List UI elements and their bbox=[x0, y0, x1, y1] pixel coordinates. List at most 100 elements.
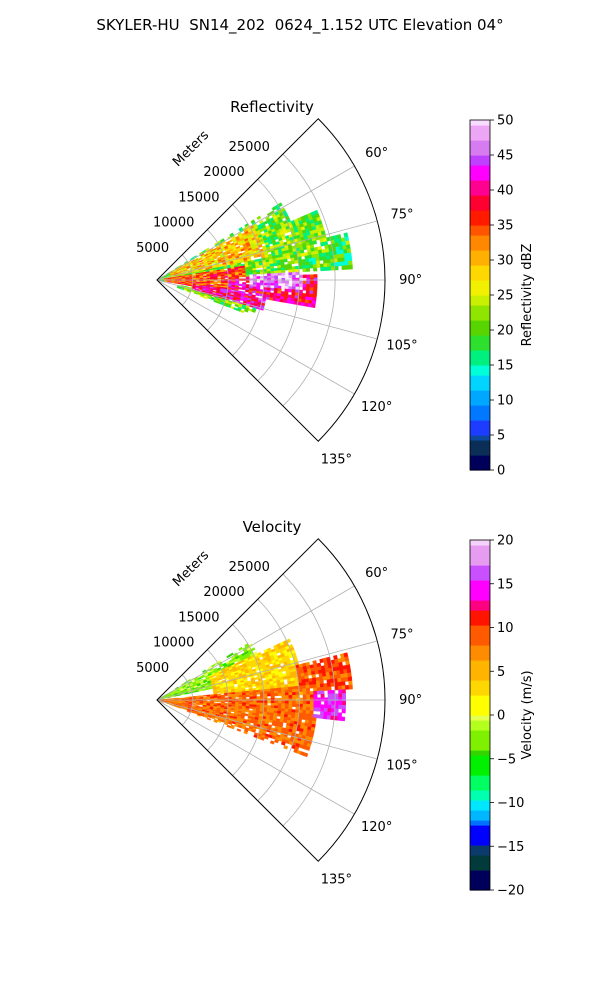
echo-gate bbox=[347, 252, 352, 258]
echo-gate bbox=[285, 700, 289, 704]
echo-gate bbox=[313, 280, 318, 285]
echo-gate bbox=[263, 695, 268, 699]
colorbar-segment bbox=[470, 840, 490, 846]
echo-gate bbox=[270, 695, 275, 699]
echo-gate bbox=[288, 286, 293, 290]
echo-gate bbox=[304, 678, 310, 683]
colorbar-segment bbox=[470, 305, 490, 311]
echo-gate bbox=[288, 288, 293, 293]
echo-gate bbox=[284, 703, 290, 707]
colorbar-label: Reflectivity dBZ bbox=[520, 244, 535, 347]
colorbar-segment bbox=[470, 885, 490, 891]
echo-gate bbox=[250, 720, 255, 724]
echo-gate bbox=[309, 710, 314, 715]
echo-gate bbox=[245, 280, 250, 283]
echo-gate bbox=[345, 664, 351, 670]
echo-gate bbox=[299, 280, 304, 285]
echo-gate bbox=[201, 688, 207, 691]
echo-gate bbox=[252, 276, 257, 279]
echo-gate bbox=[306, 691, 311, 696]
echo-gate bbox=[327, 690, 332, 695]
colorbar-segment bbox=[470, 420, 490, 426]
echo-gate bbox=[327, 704, 332, 709]
echo-gate bbox=[316, 700, 322, 705]
echo-gate bbox=[302, 268, 307, 273]
echo-gate bbox=[341, 689, 346, 694]
echo-gate bbox=[260, 700, 265, 704]
echo-gate bbox=[309, 264, 314, 269]
colorbar-segment bbox=[470, 460, 490, 466]
echo-gate bbox=[306, 280, 311, 285]
echo-gate bbox=[338, 704, 343, 710]
echo-gate bbox=[341, 708, 346, 714]
colorbar-segment bbox=[470, 185, 490, 191]
colorbar-segment bbox=[470, 320, 490, 326]
colorbar-segment bbox=[470, 250, 490, 256]
echo-gate bbox=[346, 248, 352, 254]
echo-gate bbox=[244, 684, 249, 688]
echo-gate bbox=[302, 700, 307, 705]
echo-gate bbox=[270, 700, 275, 704]
echo-gate bbox=[238, 694, 243, 698]
colorbar-segment bbox=[470, 665, 490, 671]
radial-tick-label: 15000 bbox=[178, 190, 219, 205]
echo-gate bbox=[326, 262, 332, 268]
echo-gate bbox=[346, 668, 352, 674]
colorbar-segment bbox=[470, 630, 490, 636]
radial-tick-label: 10000 bbox=[153, 636, 194, 651]
colorbar-segment bbox=[470, 645, 490, 651]
echo-gate bbox=[242, 696, 247, 700]
colorbar-segment bbox=[470, 715, 490, 721]
echo-gate bbox=[295, 697, 300, 702]
colorbar-segment bbox=[470, 245, 490, 251]
colorbar-segment bbox=[470, 650, 490, 656]
echo-gate bbox=[327, 697, 332, 702]
echo-gate bbox=[270, 693, 275, 697]
colorbar-segment bbox=[470, 700, 490, 706]
echo-gate bbox=[274, 705, 279, 709]
colorbar-segment bbox=[470, 255, 490, 261]
echo-gate bbox=[327, 693, 332, 698]
angular-tick-label: 120° bbox=[361, 400, 392, 415]
panel-title: Velocity bbox=[243, 518, 302, 536]
echo-gate bbox=[338, 697, 343, 702]
echo-gate bbox=[264, 735, 269, 740]
colorbar-segment bbox=[470, 735, 490, 741]
echo-gate bbox=[245, 702, 250, 705]
colorbar-segment bbox=[470, 195, 490, 201]
colorbar-segment bbox=[470, 280, 490, 286]
echo-gate bbox=[242, 274, 247, 278]
echo-gate bbox=[259, 736, 265, 741]
echo-gate bbox=[302, 280, 307, 285]
echo-gate bbox=[277, 280, 282, 284]
colorbar-segment bbox=[470, 370, 490, 376]
colorbar-segment bbox=[470, 620, 490, 626]
colorbar-tick-label: 15 bbox=[497, 359, 514, 374]
colorbar-segment bbox=[470, 345, 490, 351]
echo-gate bbox=[224, 275, 229, 278]
echo-gate bbox=[217, 281, 222, 284]
echo-gate bbox=[316, 687, 321, 692]
echo-gate bbox=[292, 274, 297, 279]
echo-gate bbox=[263, 273, 268, 277]
echo-gate bbox=[292, 280, 297, 285]
echo-gate bbox=[305, 681, 310, 686]
radial-tick-label: 20000 bbox=[203, 585, 244, 600]
azimuth-spoke bbox=[156, 279, 378, 340]
echo-gate bbox=[312, 264, 318, 269]
echo-gate bbox=[316, 704, 322, 709]
echo-gate bbox=[196, 714, 201, 717]
echo-gate bbox=[316, 263, 321, 268]
echo-gate bbox=[267, 273, 272, 277]
colorbar-segment bbox=[470, 120, 490, 126]
echo-gate bbox=[285, 695, 290, 699]
echo-gate bbox=[174, 280, 179, 282]
echo-gate bbox=[300, 302, 306, 307]
echo-gate bbox=[224, 700, 229, 703]
echo-gate bbox=[291, 266, 296, 270]
echo-gate bbox=[256, 702, 261, 706]
echo-gate bbox=[266, 271, 272, 275]
echo-gate bbox=[259, 271, 264, 275]
echo-gate bbox=[338, 689, 343, 694]
azimuth-spoke bbox=[156, 699, 378, 760]
